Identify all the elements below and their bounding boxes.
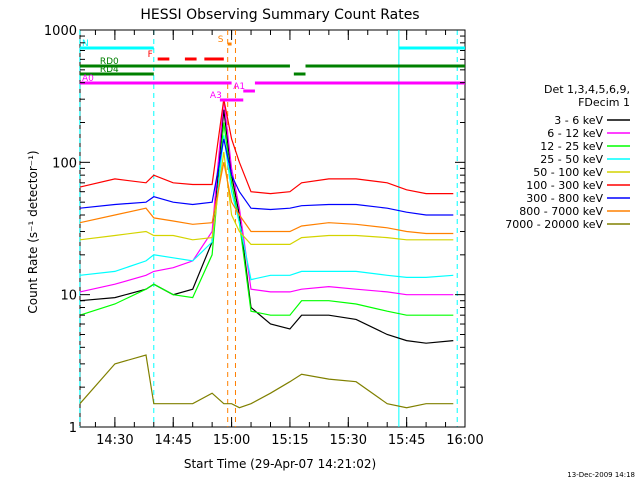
x-axis: 14:30 14:45 15:00 15:15 15:30 15:45 16:00 — [94, 30, 484, 448]
chart-title: HESSI Observing Summary Count Rates — [140, 7, 419, 23]
legend-label: 7000 - 20000 keV — [505, 218, 603, 231]
legend-label: 50 - 100 keV — [533, 166, 603, 179]
legend-label: 100 - 300 keV — [526, 179, 603, 192]
flag-label: N — [82, 39, 89, 49]
legend-header: FDecim 1 — [578, 96, 630, 109]
legend-label: 6 - 12 keV — [547, 127, 603, 140]
flag-label: RD4 — [100, 65, 119, 75]
x-tick-label: 16:00 — [446, 433, 483, 448]
x-tick-label: 14:30 — [96, 433, 133, 448]
x-tick-label: 15:30 — [330, 433, 367, 448]
flag-label: S — [218, 35, 224, 45]
flag-label: A1 — [233, 82, 245, 92]
flag-label: A3 — [210, 91, 222, 101]
series-line-7 — [79, 138, 454, 216]
series-line-1 — [79, 109, 454, 344]
series-line-2 — [79, 99, 454, 296]
series-line-3 — [79, 122, 454, 316]
y-tick-label: 100 — [52, 156, 77, 171]
x-tick-label: 15:00 — [213, 433, 250, 448]
flag-label: RD0 — [100, 57, 119, 67]
y-axis: 1 10 100 1000 — [44, 24, 465, 436]
legend-label: 3 - 6 keV — [554, 114, 603, 127]
x-tick-label: 14:45 — [155, 433, 192, 448]
series-line-4 — [79, 135, 454, 281]
flag-label: F — [148, 50, 153, 60]
y-tick-label: 1000 — [44, 24, 77, 39]
series-line-9 — [79, 354, 454, 409]
y-axis-label: Count Rate (s⁻¹ detector⁻¹) — [26, 150, 40, 313]
x-axis-label: Start Time (29-Apr-07 14:21:02) — [184, 457, 376, 471]
series-line-5 — [79, 151, 454, 245]
series-line-6 — [79, 99, 454, 195]
plot-frame — [79, 29, 466, 428]
legend-header: Det 1,3,4,5,6,9, — [544, 83, 630, 96]
legend-label: 300 - 800 keV — [526, 192, 603, 205]
legend-label: 12 - 25 keV — [540, 140, 603, 153]
x-tick-label: 15:15 — [271, 433, 308, 448]
timestamp: 13-Dec-2009 14:18 — [567, 471, 635, 479]
legend-label: 800 - 7000 keV — [519, 205, 603, 218]
series-line-8 — [79, 162, 454, 235]
y-tick-label: 1 — [69, 421, 77, 436]
x-tick-label: 15:45 — [388, 433, 425, 448]
legend-label: 25 - 50 keV — [540, 153, 603, 166]
y-tick-label: 10 — [60, 289, 77, 304]
flag-label: A0 — [82, 74, 94, 84]
